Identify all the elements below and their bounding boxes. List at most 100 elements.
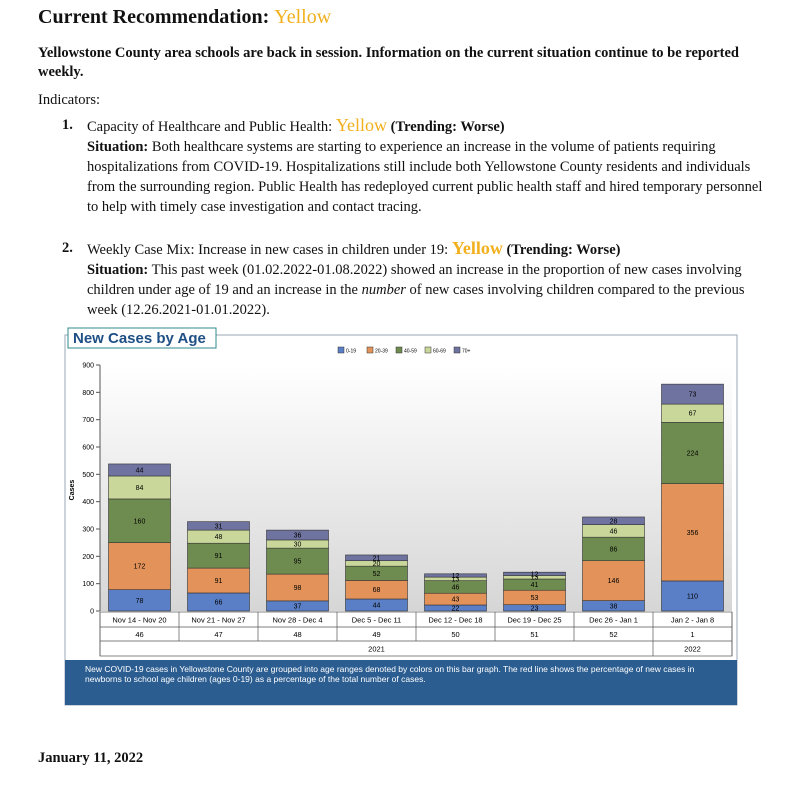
bar-segment	[661, 422, 724, 484]
bar-segment	[108, 498, 171, 543]
week-number: 50	[451, 630, 459, 639]
y-tick-label: 600	[82, 445, 94, 452]
bar-value-label: 146	[608, 578, 620, 585]
intro: Yellowstone County area schools are back…	[38, 45, 739, 80]
x-tick-label: Nov 21 - Nov 27	[191, 616, 245, 625]
bar-value-label: 98	[294, 585, 302, 592]
situation-label: Situation:	[87, 262, 149, 278]
bar-value-label: 68	[373, 587, 381, 594]
y-axis-label: Cases	[69, 480, 76, 501]
bar-value-label: 78	[136, 598, 144, 605]
bar-value-label: 160	[134, 518, 146, 525]
title-status: Yellow	[274, 6, 332, 28]
page-title: Current Recommendation: Yellow	[38, 6, 331, 29]
bar-segment	[503, 571, 566, 576]
bar-segment	[661, 580, 724, 612]
y-tick-label: 900	[82, 363, 94, 370]
bar-value-label: 36	[294, 533, 302, 540]
item-label: Capacity of Healthcare and Public Health…	[87, 119, 333, 135]
legend-label: 60-69	[433, 349, 446, 355]
item-number: 1.	[62, 117, 73, 133]
week-number: 48	[293, 630, 301, 639]
item-number: 2.	[62, 240, 73, 256]
footer-date: January 11, 2022	[38, 750, 144, 766]
bar-segment	[345, 554, 408, 562]
situation-label: Situation:	[87, 139, 149, 155]
caption-box	[65, 660, 737, 705]
bar-value-label: 21	[373, 555, 381, 562]
bar-value-label: 41	[531, 582, 539, 589]
bar-value-label: 66	[215, 599, 223, 606]
y-tick-label: 500	[82, 472, 94, 479]
x-tick-label: Nov 28 - Dec 4	[272, 616, 322, 625]
bar-value-label: 37	[294, 603, 302, 610]
legend-swatch	[337, 346, 345, 354]
x-tick-label: Dec 19 - Dec 25	[507, 616, 561, 625]
legend-swatch	[424, 346, 432, 354]
bar-value-label: 44	[373, 602, 381, 609]
indicators-label: Indicators:	[38, 92, 101, 108]
bar-value-label: 91	[215, 578, 223, 585]
year-label: 2022	[684, 645, 701, 654]
x-tick-label: Jan 2 - Jan 8	[671, 616, 714, 625]
year-label: 2021	[368, 645, 385, 654]
bar-value-label: 23	[531, 605, 539, 612]
situation-text: of new cases involving children compared…	[87, 282, 745, 318]
bar-segment	[266, 547, 329, 575]
title-text: Current Recommendation:	[38, 6, 270, 28]
bar-value-label: 20	[373, 561, 381, 568]
week-number: 46	[135, 630, 143, 639]
bar-value-label: 356	[687, 530, 699, 537]
y-tick-label: 400	[82, 499, 94, 506]
bar-value-label: 44	[136, 467, 144, 474]
x-tick-label: Nov 14 - Nov 20	[112, 616, 166, 625]
x-tick-label: Dec 26 - Jan 1	[589, 616, 638, 625]
bar-value-label: 95	[294, 559, 302, 566]
week-number: 47	[214, 630, 222, 639]
bar-value-label: 86	[610, 546, 618, 553]
y-tick-label: 0	[90, 609, 94, 616]
bar-value-label: 172	[134, 564, 146, 571]
situation-text: This past week (01.02.2022-01.08.2022) s…	[87, 262, 742, 298]
bar-value-label: 73	[689, 392, 697, 399]
bar-value-label: 84	[136, 485, 144, 492]
bar-value-label: 13	[452, 576, 460, 583]
y-tick-label: 200	[82, 554, 94, 561]
bar-value-label: 91	[215, 553, 223, 560]
bar-segment	[187, 567, 250, 594]
bar-value-label: 67	[689, 411, 697, 418]
y-tick-label: 800	[82, 390, 94, 397]
bar-segment	[582, 516, 645, 525]
bar-value-label: 12	[452, 573, 460, 580]
bar-segment	[266, 573, 329, 602]
bar-segment	[661, 483, 724, 582]
y-tick-label: 100	[82, 581, 94, 588]
week-number: 1	[690, 630, 694, 639]
legend-swatch	[366, 346, 374, 354]
bar-value-label: 53	[531, 595, 539, 602]
bar-value-label: 110	[687, 593, 698, 600]
item-heading: Capacity of Healthcare and Public Health…	[87, 115, 505, 137]
chart: New Cases by Age Cases New COVID-19 case…	[64, 327, 738, 706]
bar-segment	[266, 529, 329, 541]
bar-segment	[661, 383, 724, 405]
week-number: 49	[372, 630, 380, 639]
chart-title: New Cases by Age	[73, 330, 206, 347]
item-trend: (Trending: Worse)	[390, 119, 505, 135]
chart-title-box	[67, 327, 217, 349]
bar-value-label: 46	[452, 584, 460, 591]
x-tick-label: Dec 12 - Dec 18	[428, 616, 482, 625]
item-status: Yellow	[335, 115, 388, 135]
bar-value-label: 48	[215, 534, 223, 541]
bar-value-label: 30	[294, 542, 302, 549]
week-number: 52	[609, 630, 617, 639]
legend-label: 0-19	[346, 349, 356, 355]
bar-value-label: 13	[531, 575, 539, 582]
legend-label: 20-39	[375, 349, 388, 355]
item-status: Yellow	[451, 238, 503, 258]
bar-segment	[424, 573, 487, 578]
bar-value-label: 31	[215, 523, 223, 530]
situation: Situation: This past week (01.02.2022-01…	[87, 260, 762, 320]
item-heading: Weekly Case Mix: Increase in new cases i…	[87, 238, 620, 260]
item-trend: (Trending: Worse)	[506, 242, 621, 258]
